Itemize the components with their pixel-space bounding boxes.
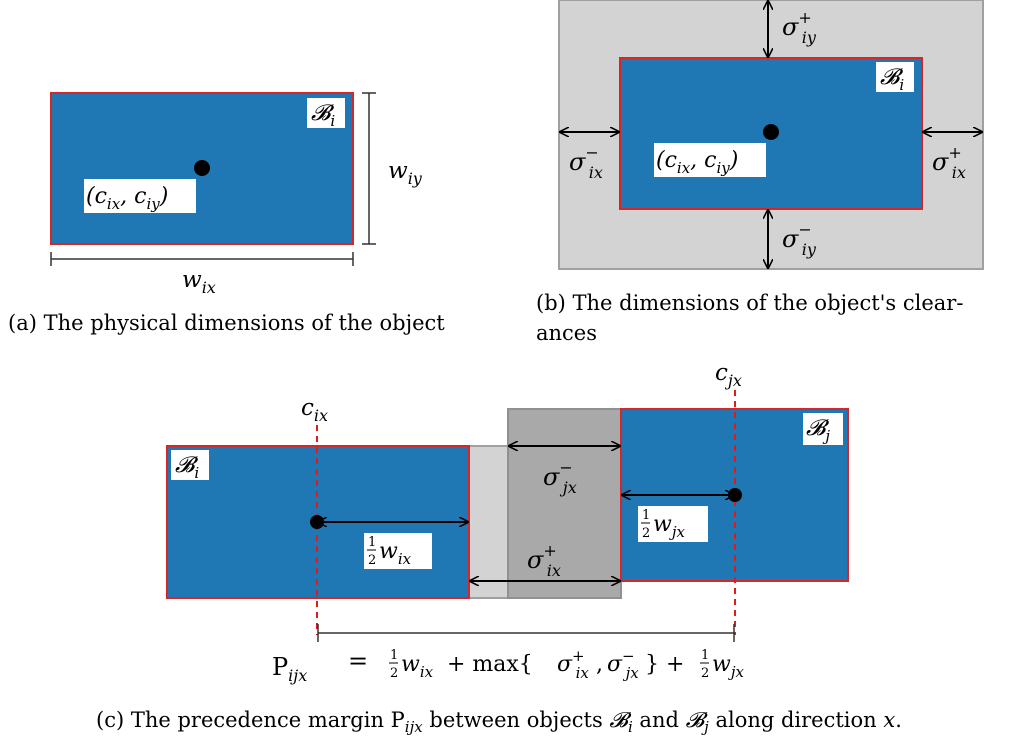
formula-comma: , xyxy=(596,652,603,677)
caption-a: (a) The physical dimensions of the objec… xyxy=(8,311,445,335)
center-label: (cix, ciy) xyxy=(86,184,168,213)
half-wjx-label-bg xyxy=(638,506,708,542)
sigma-ix-label: σ+ ix xyxy=(527,541,561,580)
caption-b-line1: (b) The dimensions of the object's clear… xyxy=(536,291,963,315)
center-label-bg xyxy=(84,179,196,213)
object-center-dot xyxy=(194,160,210,176)
cjx-label: cjx xyxy=(715,360,742,390)
precedence-formula: Pijx = 1 2 wix + max{ σ+ ix , σ− jx } + 1 … xyxy=(272,647,744,685)
panel-c: 𝓑i 𝓑j cix cjx 1 2 wix 1 2 wjx σ− jx σ+ ix xyxy=(96,360,902,736)
formula-sigma-jx: σ− jx xyxy=(607,647,639,682)
formula-half1-num: 1 xyxy=(390,648,398,663)
object-bi-label-bg xyxy=(171,450,209,480)
formula-half1-den: 2 xyxy=(390,666,398,681)
formula-p: Pijx xyxy=(272,653,307,685)
half-wjx-den: 2 xyxy=(642,526,650,541)
half-wjx-num: 1 xyxy=(642,508,650,523)
object-center-dot xyxy=(763,124,779,140)
formula-half2-den: 2 xyxy=(701,666,709,681)
left-clearance-label: σ− ix xyxy=(569,143,603,182)
sigma-jx-label: σ− jx xyxy=(543,458,577,497)
object-bj-label-bg xyxy=(803,413,843,445)
caption-c: (c) The precedence margin Pijx between o… xyxy=(96,708,902,736)
object-label-bg xyxy=(876,62,914,92)
formula-eq: = xyxy=(348,647,368,675)
cix-label: cix xyxy=(301,395,328,425)
formula-wjx: wjx xyxy=(712,652,744,681)
panel-b: 𝓑i (cix, ciy) σ+ iy σ− iy σ− ix σ+ ix (b) Th… xyxy=(536,0,984,345)
object-label-bg xyxy=(307,98,345,128)
caption-b-line2: ances xyxy=(536,321,597,345)
half-wjx-label: wjx xyxy=(653,512,685,541)
height-label: wiy xyxy=(388,158,423,188)
top-clearance-label: σ+ iy xyxy=(782,8,817,47)
formula-wix: wix xyxy=(401,652,434,681)
formula-close: } + xyxy=(645,652,684,677)
formula-max: + max{ xyxy=(447,652,533,677)
formula-sigma-ix: σ+ ix xyxy=(557,647,589,682)
right-clearance-label: σ+ ix xyxy=(932,143,966,182)
object-label: 𝓑i xyxy=(880,65,904,94)
center-label-bg xyxy=(654,143,766,177)
half-wix-num: 1 xyxy=(368,535,376,550)
clearance-j-left xyxy=(507,408,622,599)
width-label: wix xyxy=(182,267,216,297)
center-label: (cix, ciy) xyxy=(656,148,738,177)
half-wix-label: wix xyxy=(379,539,412,568)
half-wix-den: 2 xyxy=(368,553,376,568)
panel-a: 𝓑i (cix, ciy) wiy wix (a) The physical d… xyxy=(8,92,445,335)
bottom-clearance-label: σ− iy xyxy=(782,220,817,259)
formula-half2-num: 1 xyxy=(701,648,709,663)
half-wix-label-bg xyxy=(364,533,432,569)
